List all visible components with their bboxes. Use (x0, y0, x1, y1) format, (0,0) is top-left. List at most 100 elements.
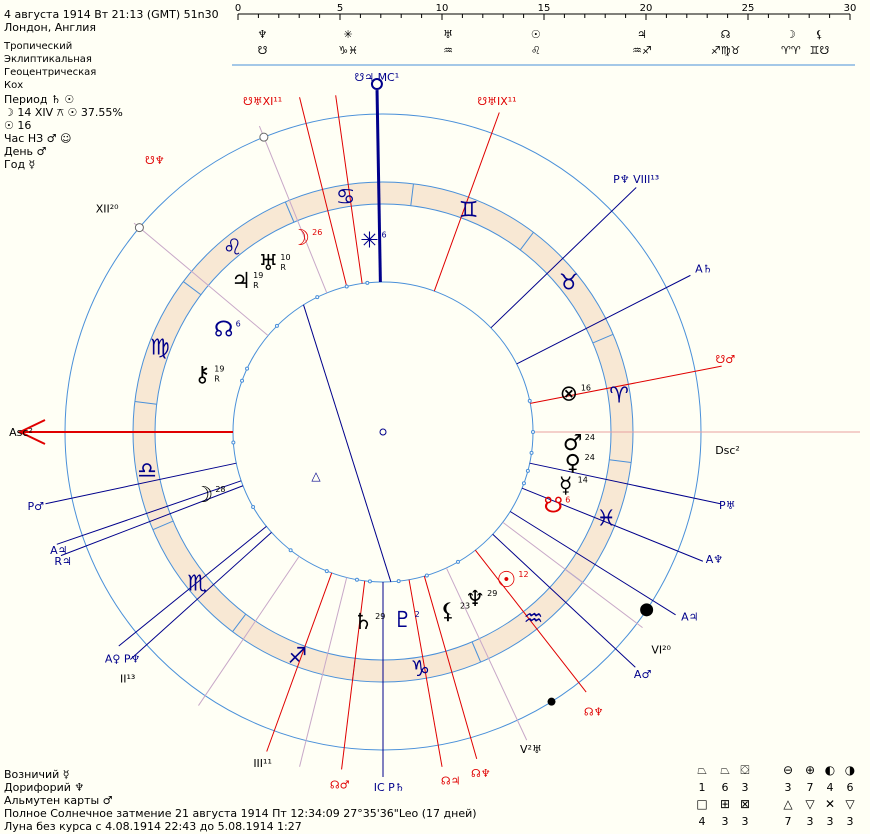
outer-point-label: A♀ P♆ (105, 652, 141, 665)
aspect-symbol: □ (696, 797, 707, 811)
scale-glyph-bottom: ♑♓ (338, 44, 358, 57)
planet-glyph: ♆ (465, 587, 485, 612)
outer-point-label: ☋♂ (716, 353, 736, 366)
inner-dot (288, 548, 293, 553)
aspect-symbol: ✕ (825, 797, 835, 811)
red-cusp-line (266, 572, 333, 752)
aspect-symbol: ⏢ (720, 763, 730, 777)
planet-glyph: ♇ (393, 608, 413, 633)
outer-point-label: P♂ (28, 500, 45, 513)
planet-degree: 6 (565, 495, 570, 504)
scale-glyph-bottom: ♒ (443, 44, 453, 57)
red-cusp-line (341, 580, 366, 770)
inner-dot (354, 577, 359, 582)
planet-glyph: ☉ (497, 568, 517, 593)
stat-year: Год ☿ (4, 158, 36, 171)
planet-glyph: ✳ (360, 228, 378, 253)
setting-center: Геоцентрическая (4, 67, 97, 78)
inner-dot (274, 323, 279, 328)
aspect-symbol: △ (783, 797, 793, 811)
mc-marker (370, 78, 383, 91)
scale-glyph-bottom: ♊☋ (810, 44, 830, 57)
scale-glyph-top: ☽ (786, 28, 796, 41)
planet-degree: 29 (487, 589, 497, 598)
outer-black-dot (640, 603, 654, 617)
planet-marker: ☋ 6 (544, 493, 571, 518)
planet-marker: ♃ 19R (231, 269, 263, 294)
aspect-count: 6 (722, 781, 729, 794)
band-divider (284, 201, 295, 223)
scale-tick-label: 30 (844, 3, 857, 14)
outer-point-label: P♅ (719, 499, 736, 512)
outer-point-label: Asc² (9, 426, 33, 439)
stat-day: День ♂ (4, 145, 47, 158)
inner-dot (245, 366, 250, 371)
outer-point-label: P♆ VIII¹³ (613, 173, 659, 186)
red-cusp-line (530, 365, 722, 404)
inner-dot (531, 430, 535, 434)
scale-glyph-top: ♆ (258, 28, 268, 41)
planet-marker: ♆ 29 (465, 587, 497, 612)
planet-degree: 10 (280, 253, 290, 262)
mc-axis (375, 90, 382, 283)
planet-degree: 2 (415, 610, 420, 619)
red-cusp-line (423, 576, 478, 759)
outer-grey-dot (134, 223, 144, 233)
outer-point-label: IC P♄ (374, 781, 405, 794)
stat-moon: ☽ 14 XIV ⚻ ☉ 37.55% (4, 106, 123, 119)
planet-degree: 28 (215, 485, 225, 494)
planet-retro: R (214, 374, 220, 383)
planet-marker: ⚸ 23 (440, 600, 470, 625)
zodiac-sign-glyph: ♎ (137, 458, 157, 483)
aspect-count: 6 (847, 781, 854, 794)
stat-sun: ☉ 16 (4, 119, 32, 132)
scale-glyph-top: ☉ (531, 28, 541, 41)
aspect-symbol: ⊕ (805, 763, 815, 777)
navy-cusp-line (45, 462, 237, 505)
inner-dot (396, 579, 401, 584)
red-cusp-line (408, 579, 443, 767)
planet-degree: 14 (578, 475, 588, 484)
planet-glyph: ♃ (231, 269, 251, 294)
planet-glyph: ☋ (544, 493, 564, 518)
aspect-count: 4 (699, 815, 706, 828)
outer-point-label: ☊♂ (330, 778, 350, 791)
zodiac-sign-glyph: ♑ (411, 657, 431, 682)
planet-marker: ♀ 24 (565, 451, 595, 476)
outer-point-label: A♆ (706, 553, 723, 566)
inner-dot (527, 398, 532, 403)
navy-cusp-line (490, 187, 637, 329)
outer-point-label: R♃ (54, 555, 72, 568)
scale-glyph-top: ♅ (443, 28, 453, 41)
zodiac-sign-glyph: ♌ (223, 235, 243, 260)
scale-glyph-bottom: ♒♐ (632, 44, 652, 57)
red-cusp-line (474, 549, 587, 693)
red-cusp-line (433, 112, 500, 292)
outer-point-label: A♄ (695, 263, 712, 276)
scale-glyph-top: ⚸ (815, 28, 823, 41)
scale-tick-label: 20 (640, 3, 653, 14)
planet-retro: R (280, 263, 286, 272)
navy-cusp-line (516, 274, 691, 365)
planet-glyph: ☽ (193, 483, 213, 508)
planet-marker: ☽ 28 (193, 483, 225, 508)
planet-degree: 12 (518, 570, 528, 579)
planet-degree: 29 (375, 612, 385, 621)
red-cusp-line (299, 97, 348, 287)
scale-tick-label: 0 (235, 3, 241, 14)
zodiac-sign-glyph: ♏ (187, 571, 207, 596)
outer-grey-dot (259, 132, 269, 142)
light-cusp-line (502, 521, 643, 628)
aspect-symbol: ◑ (845, 763, 856, 777)
band-divider (519, 232, 534, 251)
aspect-count: 3 (722, 815, 729, 828)
light-cusp-line (198, 556, 300, 706)
inner-dot (525, 468, 530, 473)
planet-marker: ♇ 2 (393, 608, 420, 633)
planet-degree: 6 (382, 230, 387, 239)
stat-hour: Час НЗ ♂ ☺ (4, 132, 72, 145)
void-moon-line: Луна без курса с 4.08.1914 22:43 до 5.08… (4, 820, 302, 833)
light-cusp-line (445, 567, 528, 741)
outer-point-label: ☋♃ MC¹ (354, 71, 399, 84)
